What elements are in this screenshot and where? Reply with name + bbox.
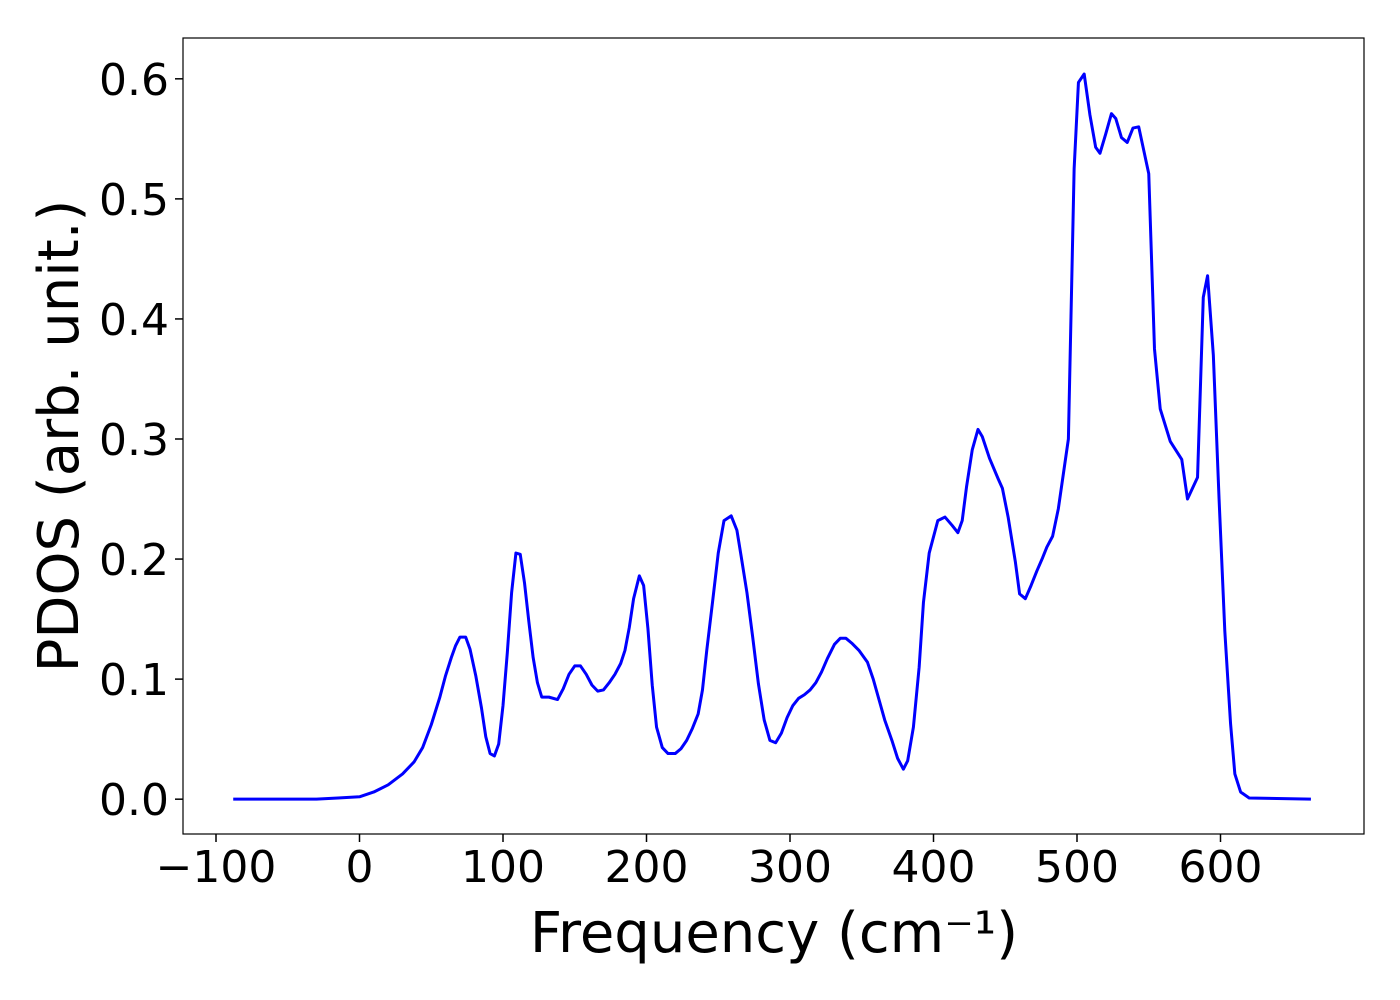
- y-tick-label: 0.2: [99, 535, 169, 586]
- x-tick-label: 500: [1035, 842, 1119, 893]
- x-tick-label: 600: [1179, 842, 1263, 893]
- x-axis-label: Frequency (cm⁻¹): [530, 901, 1018, 966]
- y-tick-label: 0.0: [99, 775, 169, 826]
- y-tick-label: 0.5: [99, 175, 169, 226]
- y-tick-label: 0.1: [99, 655, 169, 706]
- y-tick-label: 0.4: [99, 295, 169, 346]
- y-tick-label: 0.3: [99, 415, 169, 466]
- x-tick-label: 300: [748, 842, 832, 893]
- x-tick-label: −100: [156, 842, 277, 893]
- x-tick-label: 400: [892, 842, 976, 893]
- y-axis-label: PDOS (arb. unit.): [27, 200, 92, 673]
- plot-frame: [182, 37, 1365, 835]
- y-tick-label: 0.6: [99, 55, 169, 106]
- x-tick-label: 0: [346, 842, 374, 893]
- data-line: [233, 72, 1311, 801]
- x-tick-label: 200: [605, 842, 689, 893]
- x-tick-label: 100: [461, 842, 545, 893]
